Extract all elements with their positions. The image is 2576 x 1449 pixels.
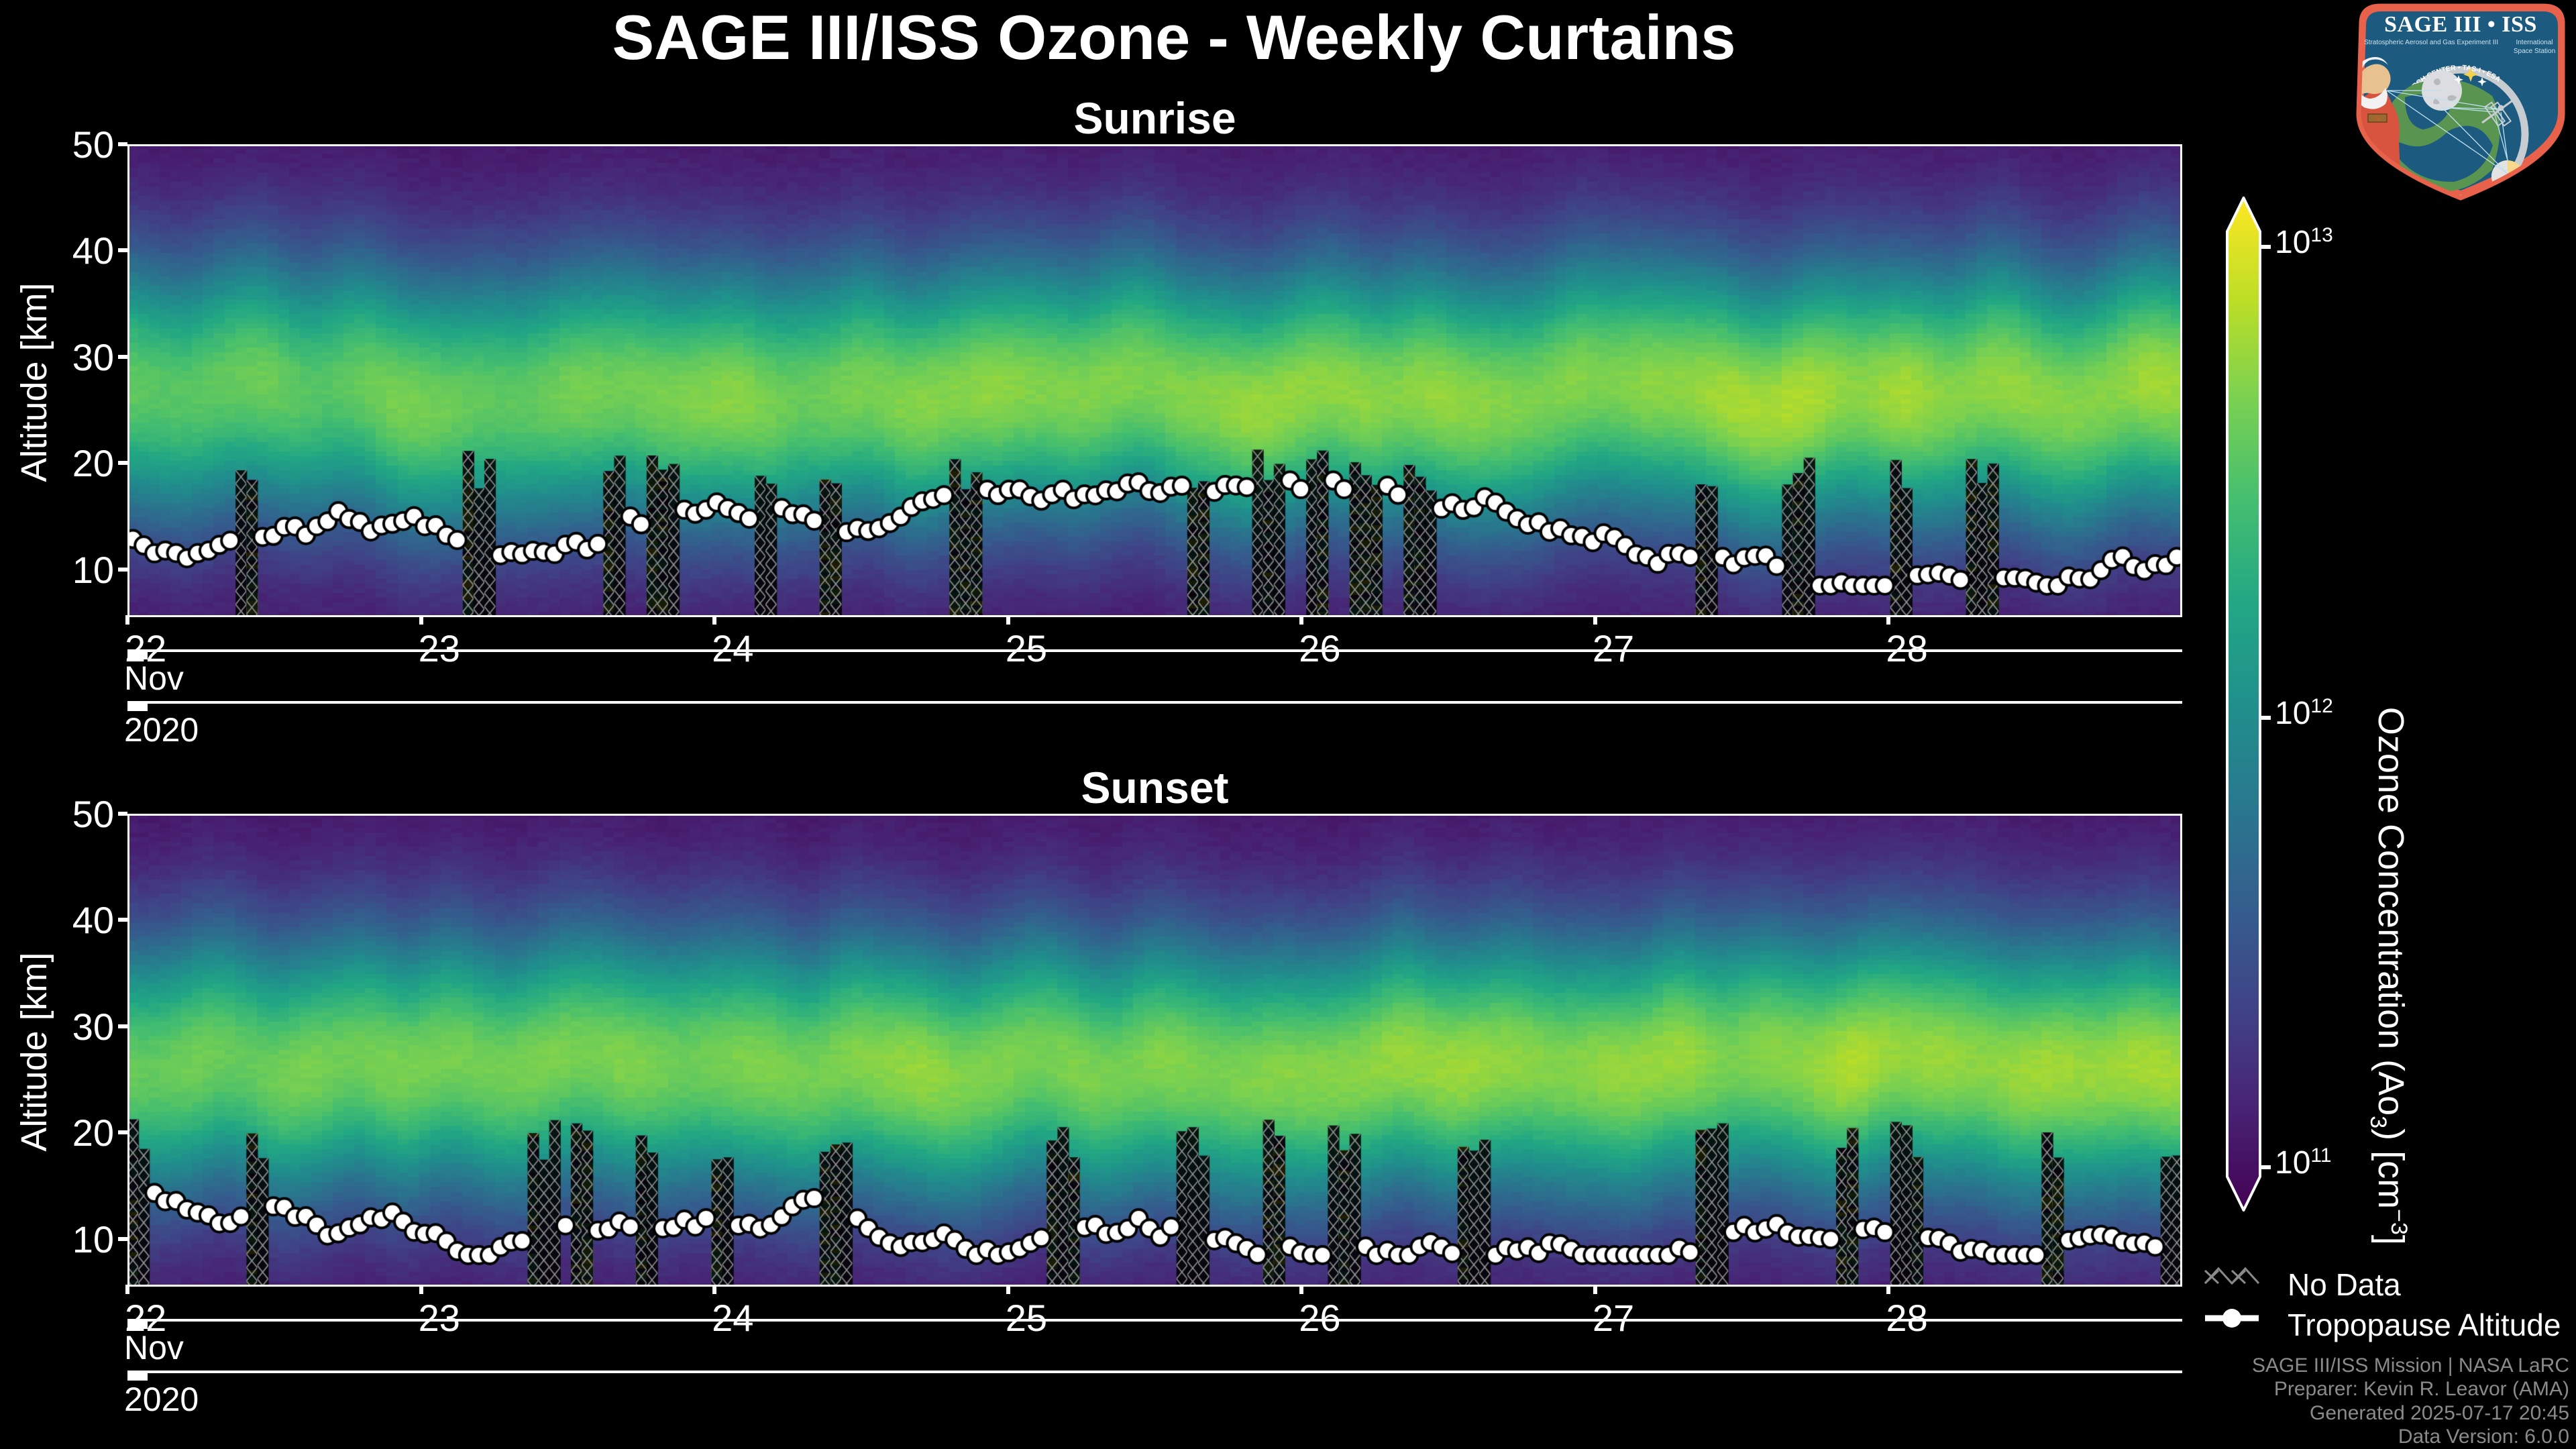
- svg-text:S: S: [2375, 115, 2379, 123]
- svg-text:International: International: [2516, 39, 2553, 46]
- svg-text:Stratospheric Aerosol and Gas: Stratospheric Aerosol and Gas Experiment…: [2364, 39, 2498, 46]
- svg-text:SAGE III • ISS: SAGE III • ISS: [2384, 12, 2537, 37]
- svg-text:Space Station: Space Station: [2514, 48, 2555, 55]
